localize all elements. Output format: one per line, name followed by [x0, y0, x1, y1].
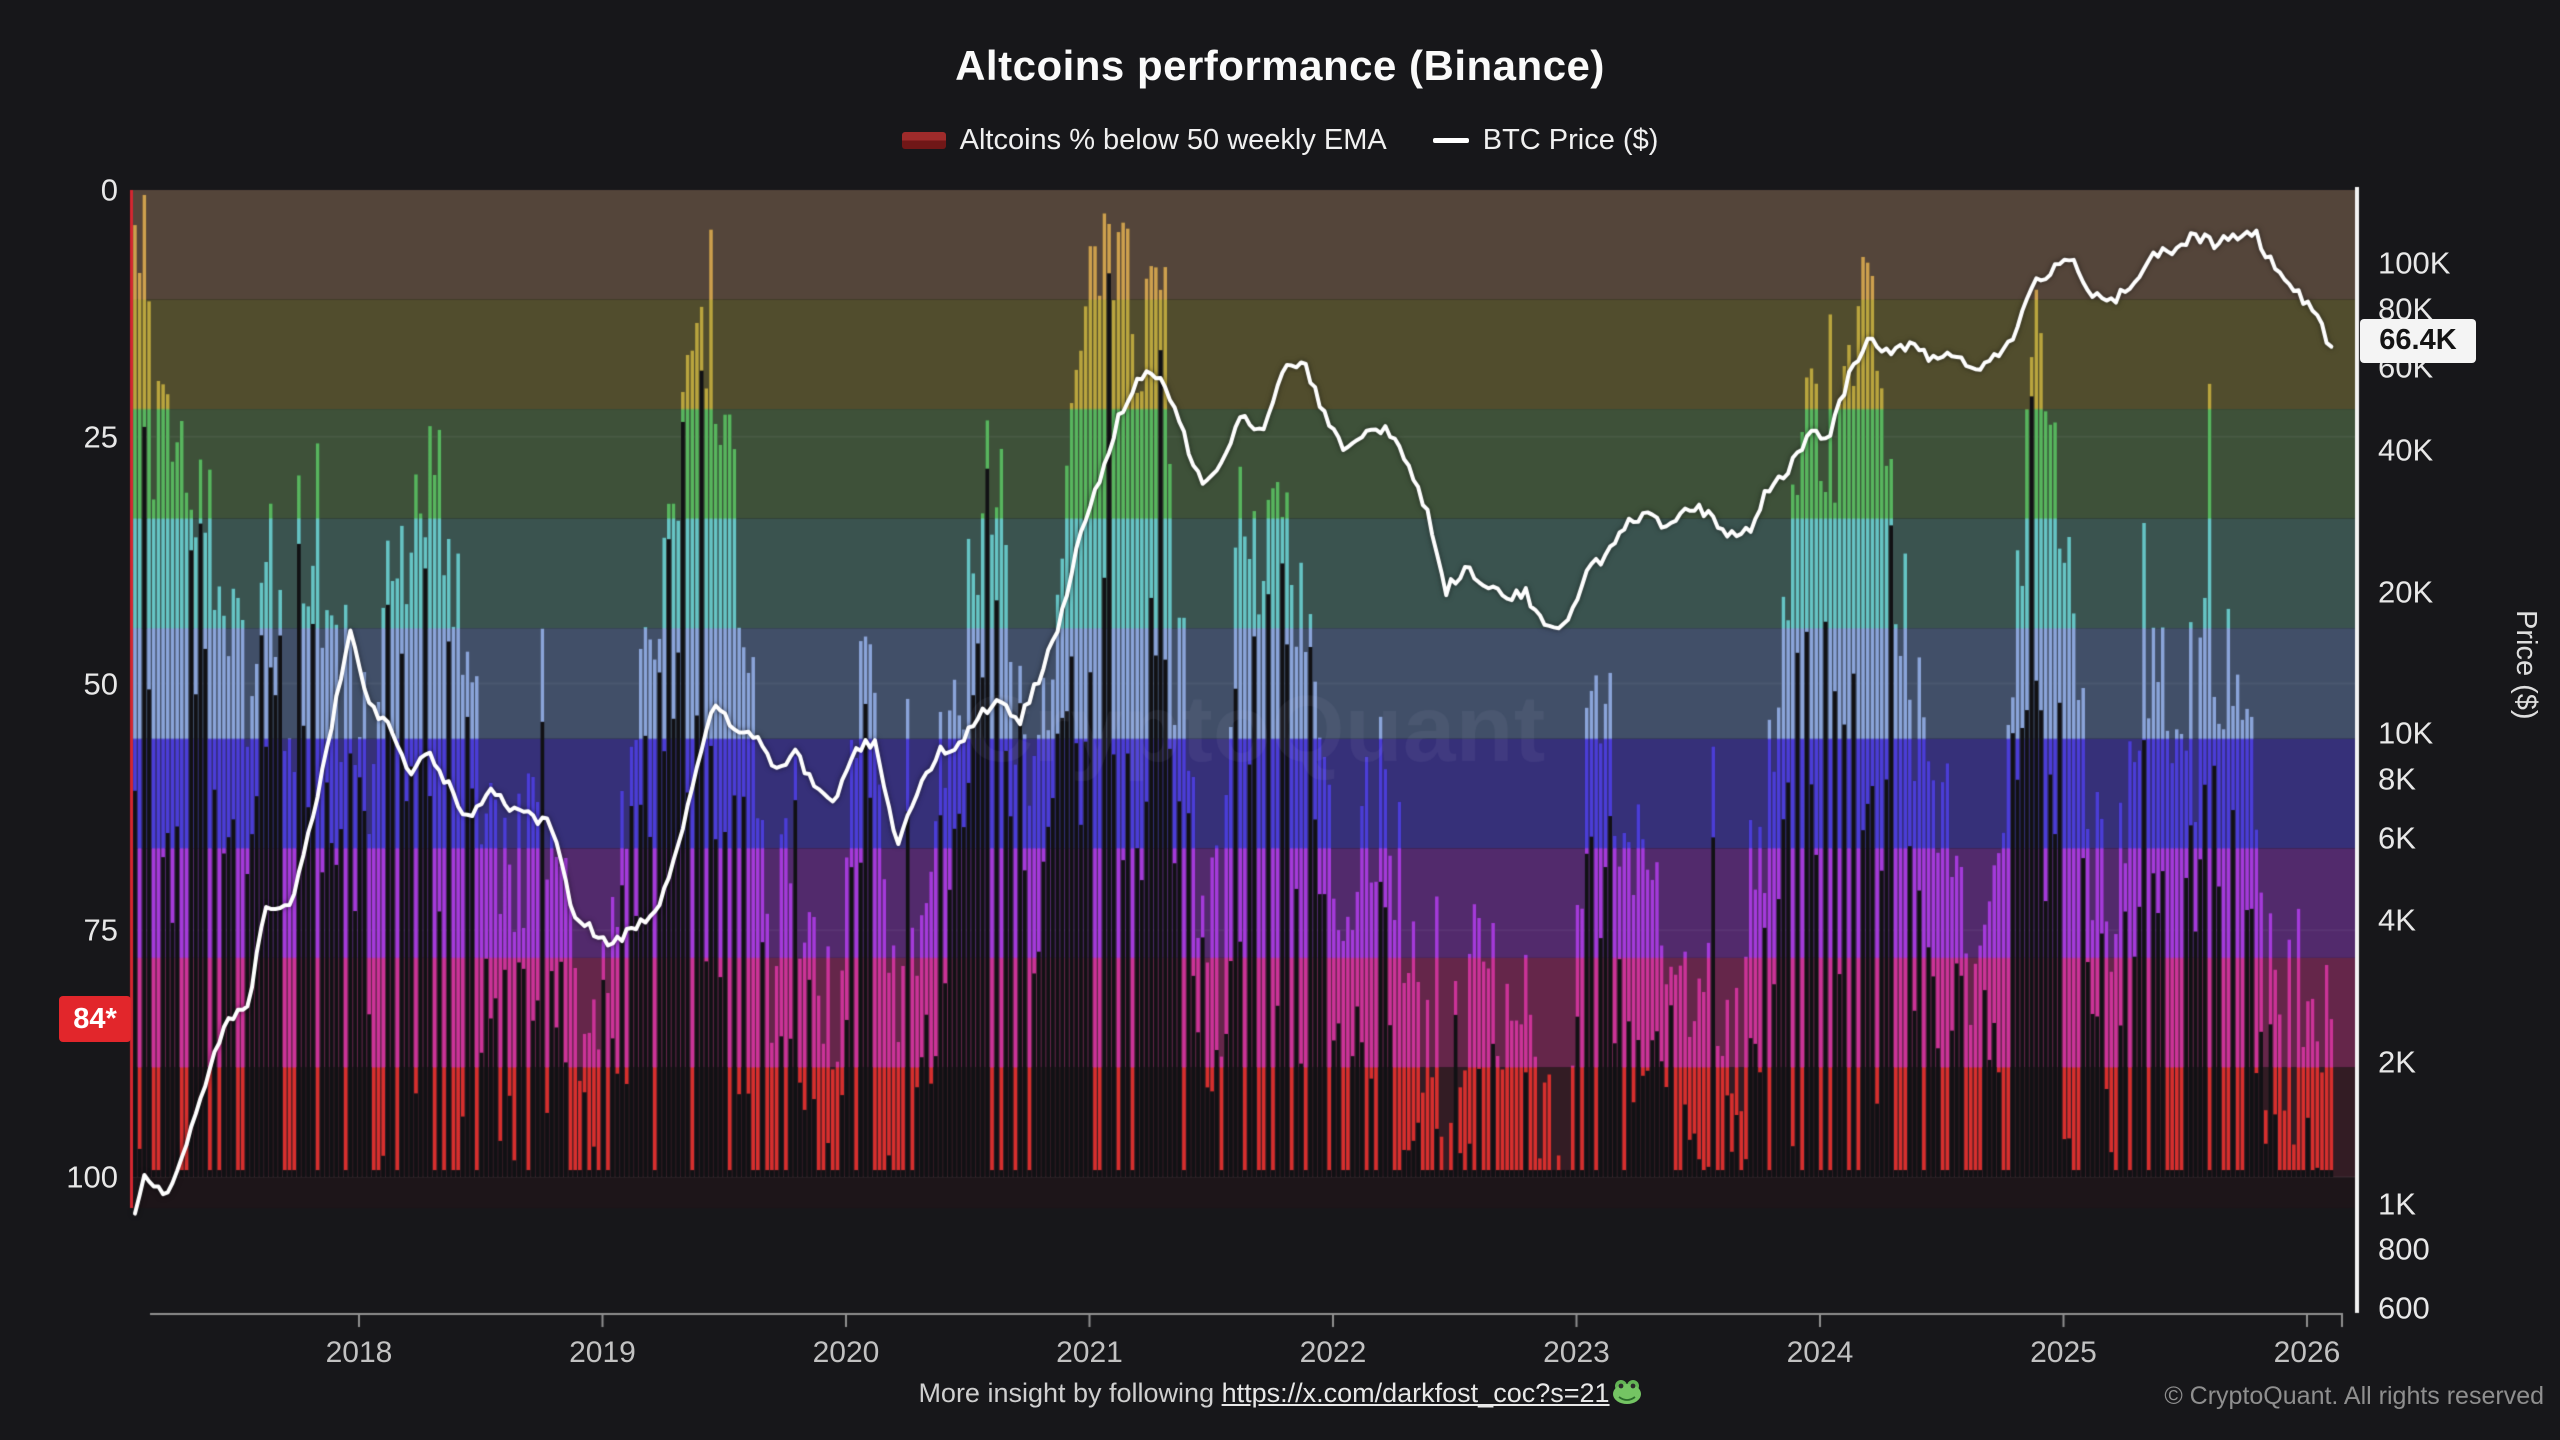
left-axis-tick-label: 25 [83, 419, 118, 455]
right-axis-tick-label: 10K [2378, 715, 2434, 751]
year-tick-label: 2026 [2273, 1336, 2341, 1369]
right-axis-tick-label: 40K [2378, 432, 2434, 468]
altcoins-series-swatch-icon [901, 132, 946, 149]
line-dash-icon [1432, 138, 1469, 143]
right-axis-tick-label: 20K [2378, 574, 2434, 610]
year-tick-label: 2022 [1299, 1336, 1367, 1369]
year-tick-label: 2018 [325, 1336, 393, 1369]
year-tick-label: 2020 [812, 1336, 880, 1369]
footer-prefix: More insight by following [918, 1378, 1222, 1408]
right-axis-tick-label: 2K [2378, 1044, 2416, 1080]
left-axis-tick-label: 50 [83, 666, 118, 701]
footer-link[interactable]: https://x.com/darkfost_coc?s=21 [1221, 1378, 1610, 1408]
year-tick-label: 2025 [2030, 1336, 2097, 1369]
right-axis-tick-label: 800 [2378, 1231, 2430, 1267]
right-axis-tick-label: 6K [2378, 820, 2416, 856]
legend: Altcoins % below 50 weekly EMA BTC Price… [0, 124, 2560, 157]
right-axis-tick-label: 1K [2378, 1186, 2416, 1222]
left-axis-tick-label: 0 [100, 172, 118, 208]
year-tick-label: 2023 [1543, 1336, 1610, 1369]
legend-item-altcoins[interactable]: Altcoins % below 50 weekly EMA [901, 124, 1387, 157]
footer: More insight by following https://x.com/… [0, 1378, 2560, 1412]
year-tick-label: 2024 [1786, 1336, 1854, 1369]
year-tick-label: 2021 [1056, 1336, 1123, 1369]
frog-icon [1612, 1379, 1642, 1412]
right-axis-tick-label: 4K [2378, 902, 2416, 938]
legend-btc-label: BTC Price ($) [1482, 124, 1659, 156]
current-value-badge-left: 84* [59, 996, 131, 1043]
price-axis-title: Price ($) [2510, 610, 2542, 720]
right-axis-tick-label: 100K [2378, 245, 2451, 281]
left-axis-tick-label: 100 [66, 1159, 118, 1195]
legend-altcoins-label: Altcoins % below 50 weekly EMA [959, 124, 1387, 156]
copyright: © CryptoQuant. All rights reserved [2164, 1382, 2544, 1410]
current-price-badge: 66.4K [2360, 318, 2476, 363]
legend-item-btc[interactable]: BTC Price ($) [1432, 124, 1659, 157]
chart-title: Altcoins performance (Binance) [955, 42, 1605, 89]
right-axis-tick-label: 600 [2378, 1290, 2430, 1326]
year-tick-label: 2019 [569, 1336, 636, 1369]
left-axis-tick-label: 75 [83, 912, 118, 948]
right-axis-tick-label: 8K [2378, 761, 2416, 797]
